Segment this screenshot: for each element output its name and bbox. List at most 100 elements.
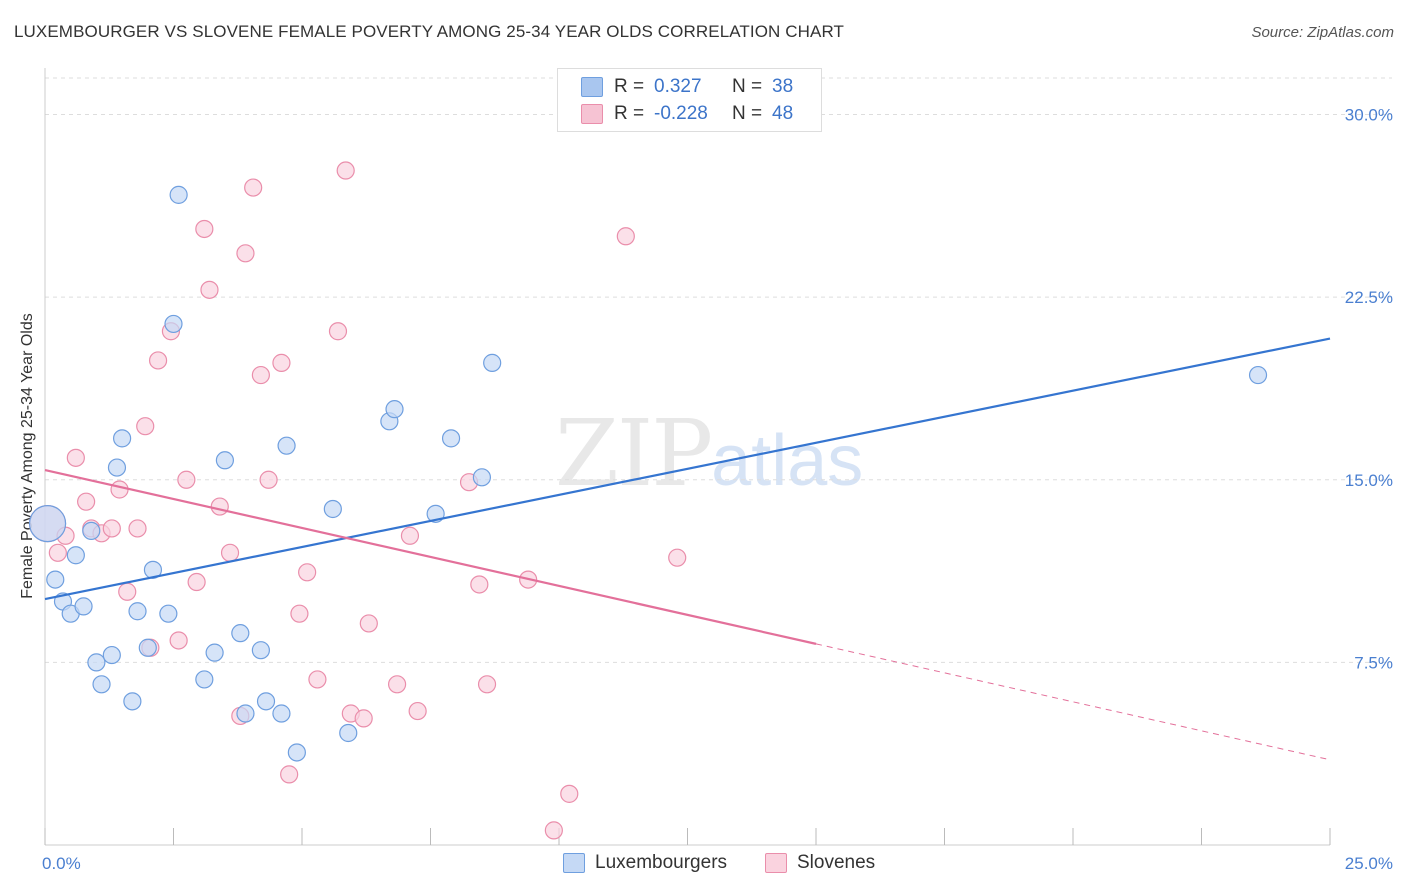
- slovene-point: [236, 244, 255, 263]
- luxembourger-point: [87, 653, 106, 672]
- slovene-point: [477, 675, 497, 694]
- luxembourger-point: [287, 743, 306, 762]
- luxembourger-point: [195, 670, 214, 689]
- slovene-point: [544, 821, 563, 840]
- luxembourger-point: [28, 504, 67, 543]
- luxembourger-point: [483, 353, 502, 372]
- stats-n-label: N =: [732, 103, 763, 124]
- luxembourger-point: [441, 429, 461, 448]
- slovene-point: [387, 675, 407, 694]
- watermark: ZIPatlas: [555, 400, 863, 507]
- slovene-point: [290, 604, 309, 623]
- stats-swatch-luxembourgers: [581, 77, 603, 97]
- slovene-point: [470, 575, 489, 594]
- stats-n-value: 38: [772, 76, 794, 97]
- luxembourger-point: [138, 638, 157, 657]
- stats-box: R = 0.327 N = 38 R = -0.228 N = 48: [557, 68, 822, 132]
- luxembourger-point: [82, 521, 101, 540]
- luxembourger-point: [205, 643, 224, 662]
- luxembourger-point: [159, 604, 178, 623]
- stats-n-value: 48: [772, 103, 794, 124]
- luxembourger-point: [112, 429, 132, 448]
- stats-r-label: R =: [614, 103, 645, 124]
- chart-title: LUXEMBOURGER VS SLOVENE FEMALE POVERTY A…: [14, 22, 845, 41]
- slovene-point: [118, 582, 137, 601]
- slovene-point: [48, 543, 67, 562]
- luxembourger-point: [215, 451, 234, 470]
- slovene-point: [102, 519, 121, 538]
- slovene-point: [308, 670, 327, 689]
- x-tick-label: 25.0%: [1345, 854, 1393, 873]
- x-tick-label: 0.0%: [42, 854, 81, 873]
- slovene-point: [251, 365, 270, 385]
- luxembourger-point: [143, 560, 163, 579]
- slovene-point: [336, 161, 355, 180]
- luxembourger-point: [277, 436, 296, 455]
- y-tick-label: 30.0%: [1345, 106, 1393, 125]
- luxembourger-point: [323, 499, 342, 519]
- legend-swatch-luxembourgers: [563, 853, 585, 873]
- luxembourger-trend-line: [44, 337, 1331, 601]
- slovene-point: [668, 548, 687, 567]
- slovene-point: [354, 709, 373, 728]
- stats-r-value: 0.327: [654, 76, 702, 97]
- luxembourger-point: [236, 704, 255, 723]
- luxembourger-point: [251, 641, 270, 660]
- source-credit: Source: ZipAtlas.com: [1251, 24, 1394, 41]
- luxembourger-point: [472, 468, 491, 487]
- slovene-point: [200, 280, 219, 299]
- slovene-point: [560, 784, 579, 803]
- slovene-point: [220, 543, 240, 562]
- slovene-point: [128, 519, 147, 538]
- slovene-point: [195, 219, 214, 239]
- stats-r-label: R =: [614, 76, 645, 97]
- luxembourger-point: [339, 723, 358, 743]
- slovene-point: [136, 417, 155, 436]
- slovene-point: [66, 448, 85, 467]
- stats-r-value: -0.228: [654, 103, 708, 124]
- slovene-point: [328, 322, 348, 341]
- luxembourger-point: [107, 458, 127, 477]
- watermark-atlas: atlas: [711, 421, 864, 501]
- legend-label-luxembourgers: Luxembourgers: [595, 852, 728, 873]
- luxembourger-point: [102, 645, 121, 665]
- luxembourger-point: [231, 624, 250, 643]
- slovene-point: [408, 701, 427, 721]
- slovene-point: [210, 497, 229, 516]
- slovene-point: [169, 631, 188, 650]
- slovene-point: [359, 614, 378, 633]
- slovene-point: [244, 178, 263, 197]
- watermark-zip: ZIP: [555, 400, 713, 507]
- legend-item-slovenes[interactable]: Slovenes: [765, 852, 875, 874]
- slovene-point: [148, 351, 168, 370]
- luxembourger-point: [1248, 365, 1268, 385]
- legend-item-luxembourgers[interactable]: Luxembourgers: [563, 852, 727, 874]
- luxembourger-point: [92, 675, 111, 694]
- legend-label-slovenes: Slovenes: [797, 852, 876, 873]
- legend: Luxembourgers Slovenes: [0, 852, 1406, 878]
- luxembourger-point: [74, 597, 93, 616]
- slovene-point: [400, 526, 420, 545]
- luxembourger-point: [385, 400, 404, 419]
- slovene-point: [187, 572, 206, 592]
- luxembourger-point: [66, 546, 85, 565]
- slovene-point: [298, 563, 317, 582]
- slovene-point: [272, 353, 291, 372]
- slovene-point: [177, 470, 196, 489]
- luxembourger-point: [128, 602, 147, 621]
- slovene-point: [77, 492, 96, 511]
- slovene-trend-line: [44, 468, 817, 645]
- luxembourger-point: [256, 692, 276, 711]
- y-tick-label: 7.5%: [1354, 653, 1393, 672]
- legend-swatch-slovenes: [765, 853, 787, 873]
- luxembourger-point: [164, 314, 183, 334]
- y-tick-label: 15.0%: [1345, 471, 1393, 490]
- luxembourger-point: [169, 185, 188, 204]
- slovene-trend-line-extrapolated: [815, 643, 1331, 761]
- y-tick-label: 22.5%: [1345, 288, 1393, 307]
- slovene-point: [110, 480, 129, 499]
- luxembourger-point: [123, 692, 142, 711]
- slovene-point: [259, 470, 278, 489]
- slovene-point: [616, 227, 635, 246]
